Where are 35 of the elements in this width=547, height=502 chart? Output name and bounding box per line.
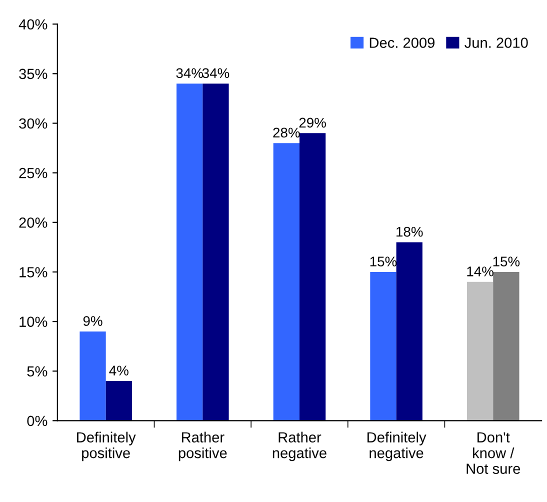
- data-label: 18%: [396, 226, 423, 237]
- data-label: 34%: [202, 68, 230, 78]
- data-label: 4%: [109, 366, 128, 376]
- data-label: 15%: [493, 256, 520, 266]
- x-tick-label: Don't know / Not sure: [466, 432, 520, 474]
- x-tick-label: Rather positive: [178, 432, 227, 462]
- bar: [396, 242, 422, 421]
- bar: [176, 84, 203, 421]
- y-tick-label: 15%: [20, 267, 48, 278]
- bar: [466, 282, 494, 421]
- y-tick-label: 5%: [27, 366, 48, 377]
- data-label: 14%: [467, 266, 494, 276]
- legend-label: Jun. 2010: [464, 38, 528, 48]
- y-tick-label: 35%: [19, 68, 48, 80]
- bar: [106, 381, 132, 421]
- y-tick-label: 25%: [19, 168, 48, 178]
- y-tick-label: 40%: [18, 19, 48, 30]
- bar: [80, 331, 106, 421]
- bar: [493, 272, 520, 421]
- data-label: 29%: [299, 118, 326, 128]
- bar: [299, 133, 326, 421]
- data-label: 28%: [273, 128, 300, 138]
- bar: [370, 272, 396, 421]
- y-tick-label: 10%: [20, 316, 48, 327]
- x-tick-label: Definitely negative: [368, 432, 426, 462]
- y-tick-label: 0%: [27, 416, 48, 426]
- bar: [273, 143, 300, 421]
- legend-label: Dec. 2009: [370, 38, 434, 48]
- y-tick-label: 30%: [19, 118, 48, 129]
- data-label: 34%: [176, 68, 203, 78]
- bar: [202, 84, 229, 421]
- y-tick-label: 20%: [19, 217, 48, 228]
- x-tick-label: Rather negative: [272, 432, 326, 462]
- data-label: 9%: [83, 316, 102, 326]
- x-tick-label: Definitely positive: [77, 432, 136, 462]
